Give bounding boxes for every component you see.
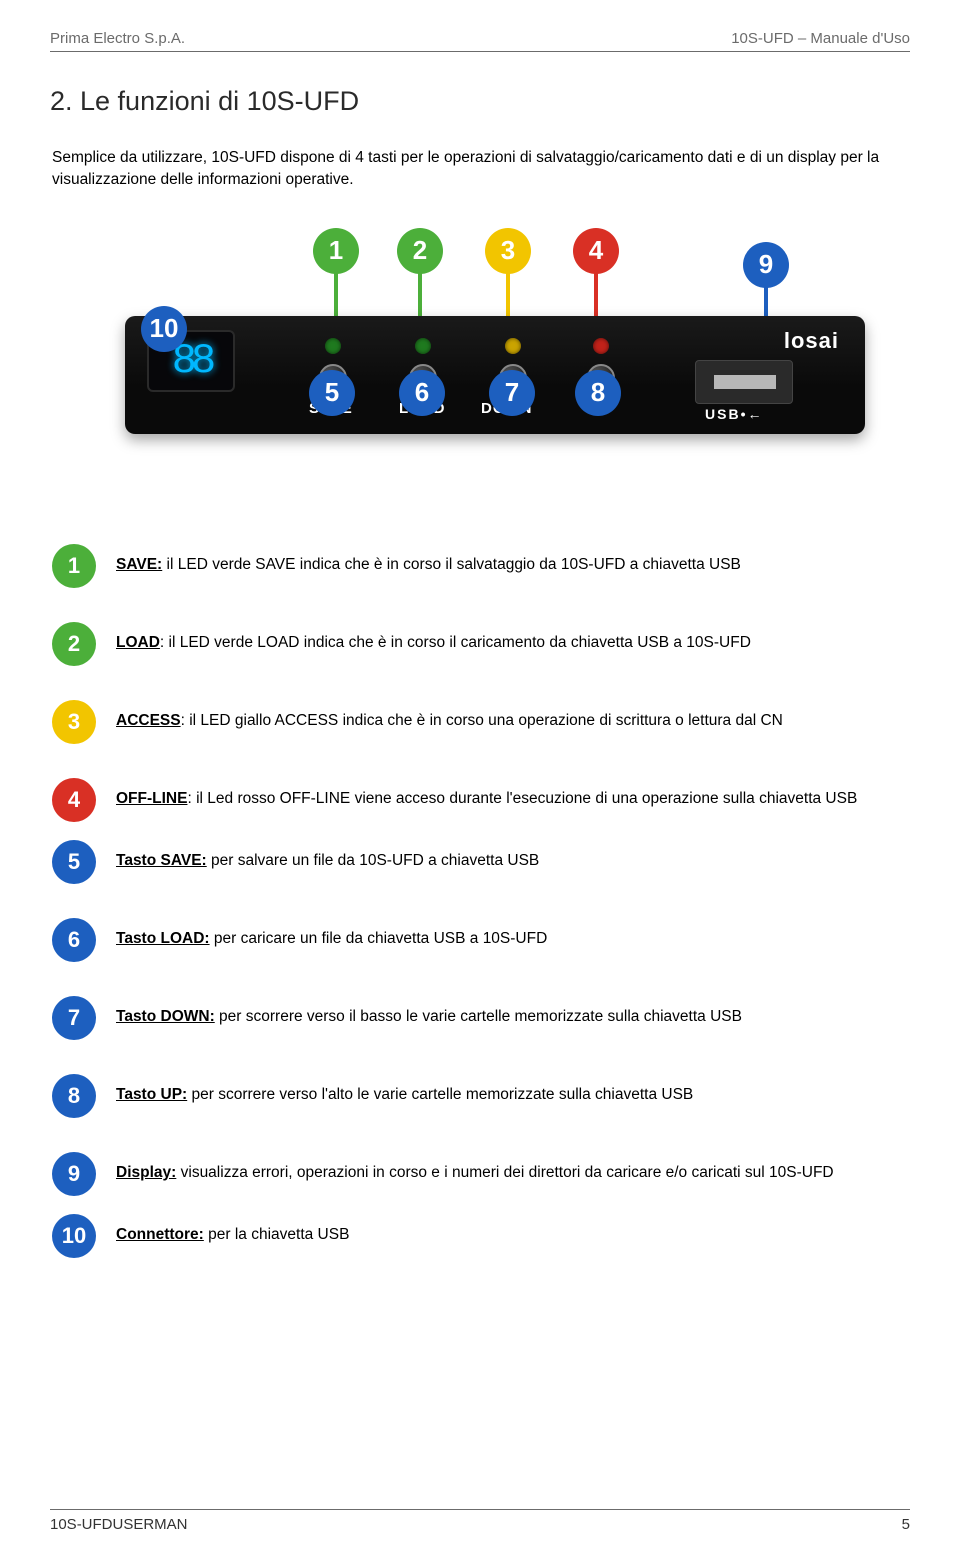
legend-badge-7: 7 bbox=[52, 996, 96, 1040]
led-save bbox=[325, 338, 341, 354]
device-label-usb: USB•← bbox=[705, 406, 763, 422]
legend-badge-2: 2 bbox=[52, 622, 96, 666]
legend-list: 1 SAVE: il LED verde SAVE indica che è i… bbox=[50, 544, 910, 1258]
callout-2: 2 bbox=[397, 228, 443, 274]
legend-text: Tasto DOWN: per scorrere verso il basso … bbox=[116, 996, 742, 1028]
callout-6: 6 bbox=[399, 370, 445, 416]
legend-badge-8: 8 bbox=[52, 1074, 96, 1118]
callout-4: 4 bbox=[573, 228, 619, 274]
callout-1: 1 bbox=[313, 228, 359, 274]
usb-port bbox=[695, 360, 793, 404]
legend-text: Tasto LOAD: per caricare un file da chia… bbox=[116, 918, 547, 950]
legend-badge-4: 4 bbox=[52, 778, 96, 822]
legend-badge-5: 5 bbox=[52, 840, 96, 884]
intro-text: Semplice da utilizzare, 10S-UFD dispone … bbox=[50, 147, 910, 192]
header-right: 10S-UFD – Manuale d'Uso bbox=[731, 30, 910, 47]
device-figure: 88 SAVE LOAD DOWN UP USB•← losai 1 2 3 4… bbox=[65, 220, 895, 500]
legend-item: 3 ACCESS: il LED giallo ACCESS indica ch… bbox=[50, 700, 910, 744]
legend-item: 9 Display: visualizza errori, operazioni… bbox=[50, 1152, 910, 1196]
led-access bbox=[505, 338, 521, 354]
legend-text: Tasto UP: per scorrere verso l'alto le v… bbox=[116, 1074, 693, 1106]
legend-item: 7 Tasto DOWN: per scorrere verso il bass… bbox=[50, 996, 910, 1040]
legend-badge-10: 10 bbox=[52, 1214, 96, 1258]
legend-item: 2 LOAD: il LED verde LOAD indica che è i… bbox=[50, 622, 910, 666]
legend-item: 4 OFF-LINE: il Led rosso OFF-LINE viene … bbox=[50, 778, 910, 822]
legend-item: 5 Tasto SAVE: per salvare un file da 10S… bbox=[50, 840, 910, 884]
page-footer: 10S-UFDUSERMAN 5 bbox=[50, 1509, 910, 1533]
led-offline bbox=[593, 338, 609, 354]
callout-7: 7 bbox=[489, 370, 535, 416]
callout-9: 9 bbox=[743, 242, 789, 288]
legend-badge-3: 3 bbox=[52, 700, 96, 744]
legend-text: ACCESS: il LED giallo ACCESS indica che … bbox=[116, 700, 783, 732]
footer-left: 10S-UFDUSERMAN bbox=[50, 1516, 188, 1533]
legend-text: Tasto SAVE: per salvare un file da 10S-U… bbox=[116, 840, 539, 872]
device-body: 88 SAVE LOAD DOWN UP USB•← losai bbox=[125, 316, 865, 434]
callout-5: 5 bbox=[309, 370, 355, 416]
legend-text: Connettore: per la chiavetta USB bbox=[116, 1214, 349, 1246]
legend-badge-6: 6 bbox=[52, 918, 96, 962]
legend-text: OFF-LINE: il Led rosso OFF-LINE viene ac… bbox=[116, 778, 857, 810]
callout-3: 3 bbox=[485, 228, 531, 274]
legend-item: 6 Tasto LOAD: per caricare un file da ch… bbox=[50, 918, 910, 962]
legend-badge-9: 9 bbox=[52, 1152, 96, 1196]
section-title: 2. Le funzioni di 10S-UFD bbox=[50, 86, 910, 117]
legend-text: Display: visualizza errori, operazioni i… bbox=[116, 1152, 834, 1184]
legend-badge-1: 1 bbox=[52, 544, 96, 588]
callout-10: 10 bbox=[141, 306, 187, 352]
legend-item: 10 Connettore: per la chiavetta USB bbox=[50, 1214, 910, 1258]
footer-page: 5 bbox=[902, 1516, 910, 1533]
led-load bbox=[415, 338, 431, 354]
legend-text: SAVE: il LED verde SAVE indica che è in … bbox=[116, 544, 741, 576]
legend-item: 1 SAVE: il LED verde SAVE indica che è i… bbox=[50, 544, 910, 588]
header-left: Prima Electro S.p.A. bbox=[50, 30, 185, 47]
legend-item: 8 Tasto UP: per scorrere verso l'alto le… bbox=[50, 1074, 910, 1118]
callout-8: 8 bbox=[575, 370, 621, 416]
legend-text: LOAD: il LED verde LOAD indica che è in … bbox=[116, 622, 751, 654]
device-brand: losai bbox=[784, 328, 839, 354]
